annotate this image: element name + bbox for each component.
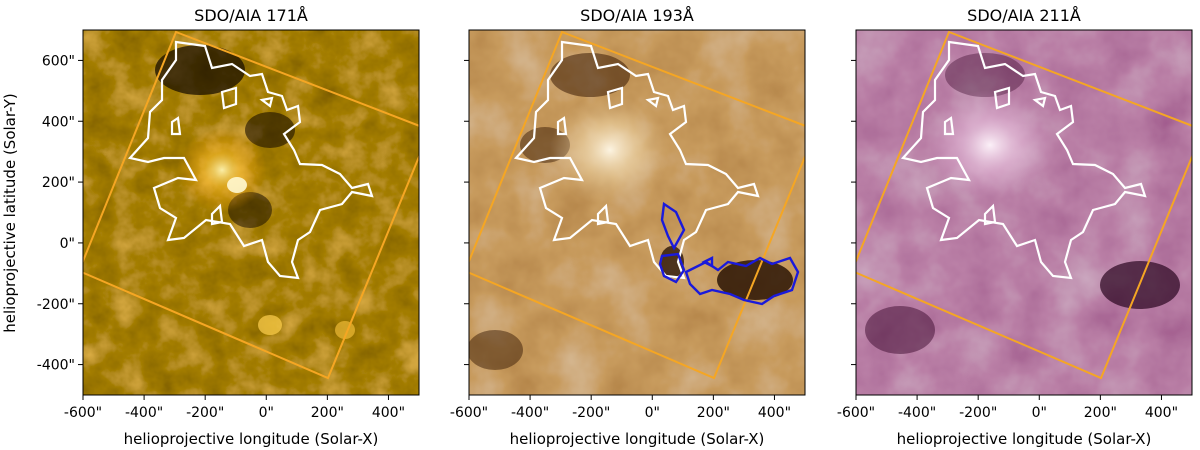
panel-title: SDO/AIA 171Å xyxy=(194,6,308,25)
x-tick-label: 0" xyxy=(1032,405,1047,421)
panel-aia-171: SDO/AIA 171Å 600" 400" 200" 0" -200" -400" -6… xyxy=(37,6,420,448)
panel-aia-193: SDO/AIA 193Å xyxy=(450,6,806,448)
x-tick-label: -600" xyxy=(837,405,875,421)
coronal-hole-contour xyxy=(513,40,760,280)
x-tick-label: 400" xyxy=(1145,405,1178,421)
x-tick-label: -400" xyxy=(898,405,936,421)
solar-image xyxy=(856,30,1192,395)
x-ticks: -600" -400" -200" 0" 200" 400" xyxy=(837,395,1178,421)
dark-region xyxy=(155,45,245,95)
x-tick-label: -600" xyxy=(64,405,102,421)
x-tick-label: 200" xyxy=(1084,405,1117,421)
bright-point xyxy=(227,177,247,193)
x-tick-label: 0" xyxy=(645,405,660,421)
dark-region xyxy=(865,306,935,354)
x-tick-label: -600" xyxy=(450,405,488,421)
x-tick-label: 0" xyxy=(259,405,274,421)
x-tick-label: -200" xyxy=(959,405,997,421)
fov-box xyxy=(83,30,419,380)
bright-active-region xyxy=(177,128,267,212)
x-tick-label: 400" xyxy=(372,405,405,421)
y-tick-label: -400" xyxy=(37,358,75,374)
y-tick-label: 0" xyxy=(60,236,75,252)
x-axis-label: helioprojective longitude (Solar-X) xyxy=(510,430,765,448)
dark-region xyxy=(245,112,295,148)
panel-title: SDO/AIA 193Å xyxy=(580,6,694,25)
x-tick-label: -400" xyxy=(125,405,163,421)
y-tick-label: 200" xyxy=(42,175,75,191)
x-ticks: -600" -400" -200" 0" 200" 400" xyxy=(64,395,405,421)
x-axis-label: helioprojective longitude (Solar-X) xyxy=(897,430,1152,448)
y-tick-label: 600" xyxy=(42,53,75,69)
blue-contour xyxy=(658,201,800,306)
plot-frame xyxy=(468,29,806,396)
y-ticks xyxy=(851,59,856,366)
fov-box xyxy=(856,30,1192,380)
dark-region xyxy=(469,330,523,370)
coronal-hole-contour xyxy=(900,40,1147,280)
solar-image xyxy=(83,30,419,395)
dark-region xyxy=(550,53,630,97)
y-tick-label: -200" xyxy=(37,297,75,313)
plot-frame xyxy=(855,29,1193,396)
y-axis-label: helioprojective latitude (Solar-Y) xyxy=(1,93,19,332)
y-tick-label: 400" xyxy=(42,114,75,130)
plot-frame xyxy=(82,29,420,396)
fov-box xyxy=(469,30,805,380)
bright-active-region xyxy=(550,95,670,205)
coronal-hole-contour xyxy=(127,40,374,280)
x-tick-label: -200" xyxy=(186,405,224,421)
y-ticks: 600" 400" 200" 0" -200" -400" xyxy=(37,53,83,374)
x-tick-label: -400" xyxy=(511,405,549,421)
panel-aia-211: SDO/AIA 211Å -600" -400" -200" 0" 200" 400" h… xyxy=(837,6,1193,448)
bright-active-region xyxy=(925,90,1055,200)
panel-title: SDO/AIA 211Å xyxy=(967,6,1081,25)
x-ticks: -600" -400" -200" 0" 200" 400" xyxy=(450,395,791,421)
solar-image xyxy=(469,30,805,395)
x-tick-label: 200" xyxy=(311,405,344,421)
x-tick-label: 400" xyxy=(758,405,791,421)
image-texture xyxy=(469,30,805,395)
x-tick-label: 200" xyxy=(697,405,730,421)
y-ticks xyxy=(464,59,469,366)
x-axis-label: helioprojective longitude (Solar-X) xyxy=(124,430,379,448)
x-tick-label: -200" xyxy=(572,405,610,421)
bright-point xyxy=(258,315,282,335)
